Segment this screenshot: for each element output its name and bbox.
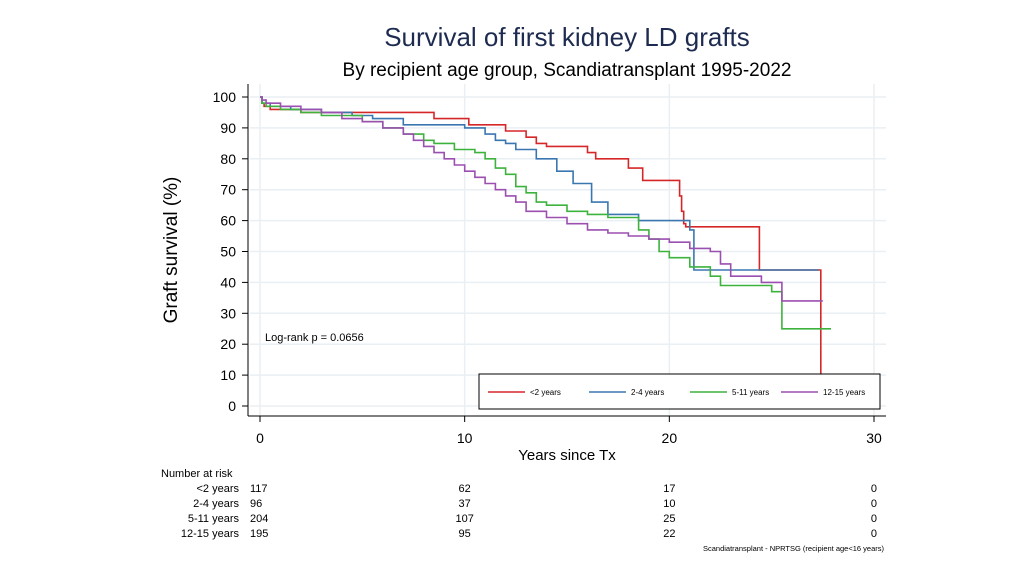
y-tick-label: 0: [228, 398, 236, 414]
y-tick-label: 100: [213, 89, 237, 105]
series-line-4: [260, 96, 823, 302]
risk-value: 10: [663, 498, 675, 510]
y-tick-label: 50: [220, 244, 236, 260]
legend-label: <2 years: [530, 388, 561, 397]
x-tick-label: 20: [662, 430, 678, 446]
y-tick-label: 20: [220, 336, 236, 352]
y-tick-label: 60: [220, 213, 236, 229]
y-tick-label: 40: [220, 274, 236, 290]
x-tick-label: 10: [457, 430, 473, 446]
risk-value: 0: [871, 498, 877, 510]
risk-value: 0: [871, 528, 877, 540]
risk-row-label: <2 years: [197, 483, 240, 495]
y-tick-label: 30: [220, 305, 236, 321]
y-tick-label: 70: [220, 182, 236, 198]
legend-label: 2-4 years: [631, 388, 664, 397]
risk-value: 25: [663, 513, 675, 525]
x-axis-label: Years since Tx: [518, 447, 616, 464]
x-tick-label: 0: [256, 430, 264, 446]
legend-label: 12-15 years: [823, 388, 865, 397]
risk-row-label: 5-11 years: [188, 513, 240, 525]
source-credit: Scandiatransplant - NPRTSG (recipient ag…: [703, 544, 884, 553]
risk-row-label: 12-15 years: [181, 528, 240, 540]
x-tick-label: 30: [866, 430, 882, 446]
risk-value: 37: [459, 498, 471, 510]
y-tick-label: 90: [220, 120, 236, 136]
risk-row-label: 2-4 years: [193, 498, 239, 510]
logrank-annotation: Log-rank p = 0.0656: [265, 332, 364, 344]
risk-value: 107: [455, 513, 473, 525]
risk-value: 62: [459, 483, 471, 495]
risk-value: 195: [250, 528, 268, 540]
risk-value: 204: [250, 513, 268, 525]
y-tick-label: 80: [220, 151, 236, 167]
legend-label: 5-11 years: [732, 388, 769, 397]
risk-value: 117: [250, 483, 268, 495]
risk-value: 0: [871, 513, 877, 525]
y-axis-label: Graft survival (%): [161, 177, 182, 324]
risk-value: 96: [250, 498, 262, 510]
series-line-3: [260, 96, 831, 330]
risk-table-heading: Number at risk: [161, 468, 233, 480]
risk-value: 0: [871, 483, 877, 495]
risk-value: 22: [663, 528, 675, 540]
risk-value: 95: [459, 528, 471, 540]
chart-subtitle: By recipient age group, Scandiatransplan…: [343, 60, 792, 81]
chart-title: Survival of first kidney LD grafts: [384, 22, 750, 52]
risk-value: 17: [663, 483, 675, 495]
y-tick-label: 10: [220, 367, 236, 383]
series-line-2: [260, 96, 819, 271]
